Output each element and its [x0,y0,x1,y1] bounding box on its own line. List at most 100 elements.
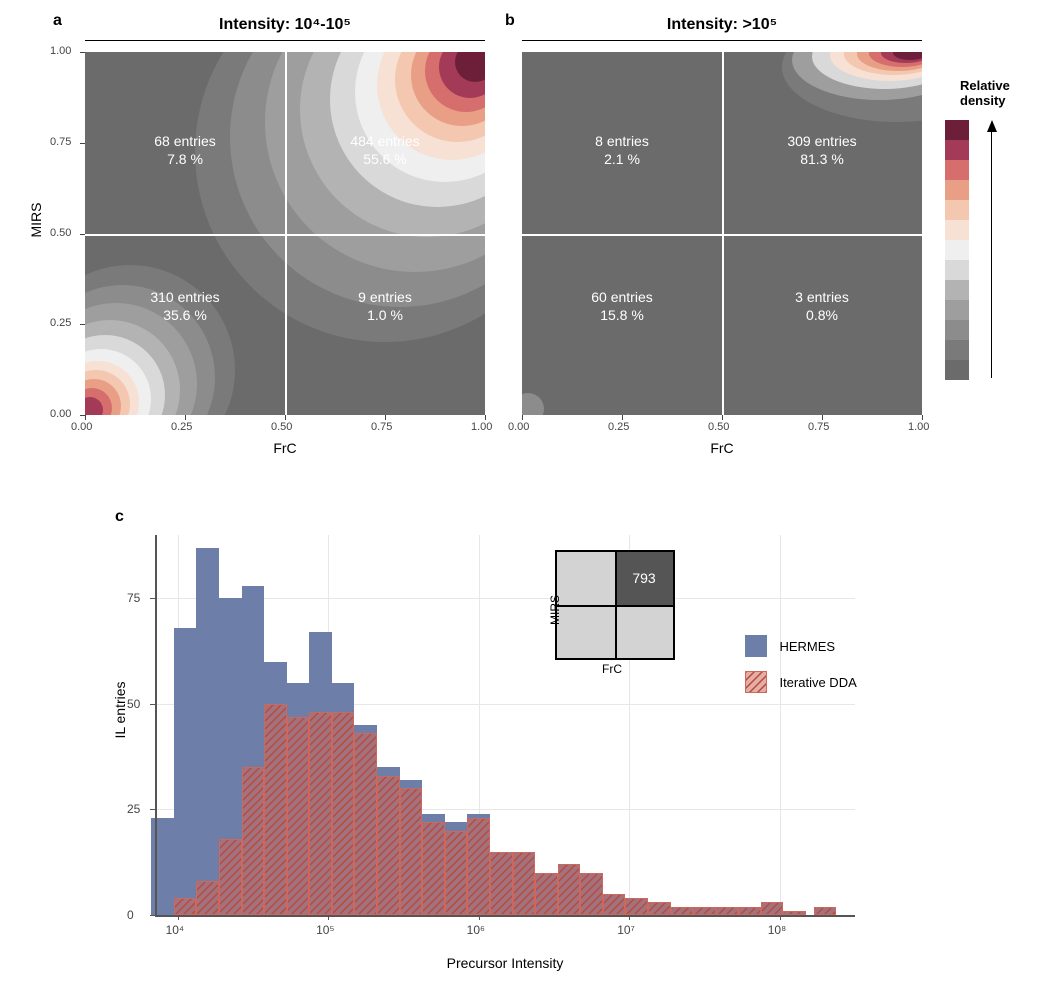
tick-mark [80,143,85,144]
panel-c-xlabel: Precursor Intensity [155,955,855,971]
dda-bar [814,907,837,915]
legend-hermes-swatch [745,635,767,657]
legend-swatch [945,180,969,200]
tick-mark [922,415,923,420]
legend-swatch [945,260,969,280]
tick-mark [622,415,623,420]
tick-label: 0.00 [71,421,92,433]
dda-bar [761,902,784,915]
quad-pct: 2.1 % [604,151,640,167]
tick-label: 0.50 [50,227,71,239]
panel-c-label: c [115,508,124,526]
tick-label: 0 [127,908,134,922]
inset-xlabel: FrC [602,662,622,676]
tick-label: 1.00 [471,421,492,433]
density-legend-swatches [945,120,969,380]
quad-entries: 8 entries [595,133,649,149]
panel-c-histogram: 025507510⁴10⁵10⁶10⁷10⁸ [155,535,855,915]
legend-swatch [945,140,969,160]
tick-label: 10⁶ [467,923,485,937]
tick-label: 0.50 [271,421,292,433]
gridline [780,535,781,915]
tick-label: 1.00 [908,421,929,433]
hermes-bar [196,548,219,915]
dda-bar [513,852,536,915]
tick-label: 50 [127,697,140,711]
panel-a-label: a [53,12,62,30]
legend-swatch [945,160,969,180]
tick-label: 10⁵ [316,923,334,937]
tick-label: 25 [127,802,140,816]
panel-a-cross-h [85,234,485,236]
dda-bar [738,907,761,915]
inset-value: 793 [615,570,673,586]
density-legend-title: Relative density [960,78,1010,108]
dda-bar [332,712,355,915]
panel-b-quad-tr: 309 entries 81.3 % [722,132,922,168]
dda-bar [445,831,468,915]
tick-mark [285,415,286,420]
dda-bar [671,907,694,915]
tick-label: 75 [127,591,140,605]
dda-bar [648,902,671,915]
tick-mark [80,415,85,416]
quad-entries: 309 entries [787,133,856,149]
tick-mark [522,415,523,420]
inset-ylabel: MIRS [548,595,562,625]
panel-b-plot: 8 entries 2.1 % 309 entries 81.3 % 60 en… [522,52,922,415]
legend-swatch [945,300,969,320]
panel-a-quad-tl: 68 entries 7.8 % [85,132,285,168]
dda-bar [196,881,219,915]
legend-swatch [945,200,969,220]
dda-bar [603,894,626,915]
quad-entries: 9 entries [358,289,412,305]
x-axis [155,915,855,917]
dda-bar [535,873,558,915]
panel-b-cross-h [522,234,922,236]
dda-bar [377,776,400,915]
tick-label: 0.25 [171,421,192,433]
dda-bar [625,898,648,915]
tick-label: 10⁷ [617,923,635,937]
quad-entries: 60 entries [591,289,652,305]
tick-label: 0.75 [808,421,829,433]
legend-swatch [945,340,969,360]
dda-bar [558,864,581,915]
tick-label: 10⁸ [768,923,786,937]
tick-label: 0.50 [708,421,729,433]
panel-b-label: b [505,12,515,30]
legend-swatch [945,320,969,340]
panel-b-quad-tl: 8 entries 2.1 % [522,132,722,168]
legend-swatch [945,120,969,140]
dda-bar [264,704,287,915]
dda-bar [716,907,739,915]
tick-mark [822,415,823,420]
panel-a-xlabel: FrC [85,440,485,456]
quad-pct: 55.6 % [363,151,407,167]
tick-mark [722,415,723,420]
panel-b-quad-bl: 60 entries 15.8 % [522,288,722,324]
quad-pct: 15.8 % [600,307,644,323]
panel-c-ylabel: IL entries [112,660,128,760]
panel-c-legend: HERMES Iterative DDA [745,635,857,693]
panel-a-title: Intensity: 10⁴-10⁵ [85,16,485,34]
tick-label: 0.25 [50,317,71,329]
y-axis [155,535,157,915]
panel-a-quad-bl: 310 entries 35.6 % [85,288,285,324]
legend-dda-swatch [745,671,767,693]
legend-hermes: HERMES [745,635,857,657]
dda-bar [287,717,310,915]
dda-bar [309,712,332,915]
quad-entries: 310 entries [150,289,219,305]
tick-label: 0.00 [508,421,529,433]
legend-dda-label: Iterative DDA [779,675,856,690]
legend-swatch [945,240,969,260]
dda-bar [400,788,423,915]
quad-pct: 7.8 % [167,151,203,167]
dda-bar [219,839,242,915]
legend-swatch [945,360,969,380]
tick-label: 0.75 [50,136,71,148]
dda-bar [422,822,445,915]
legend-swatch [945,280,969,300]
tick-mark [80,234,85,235]
